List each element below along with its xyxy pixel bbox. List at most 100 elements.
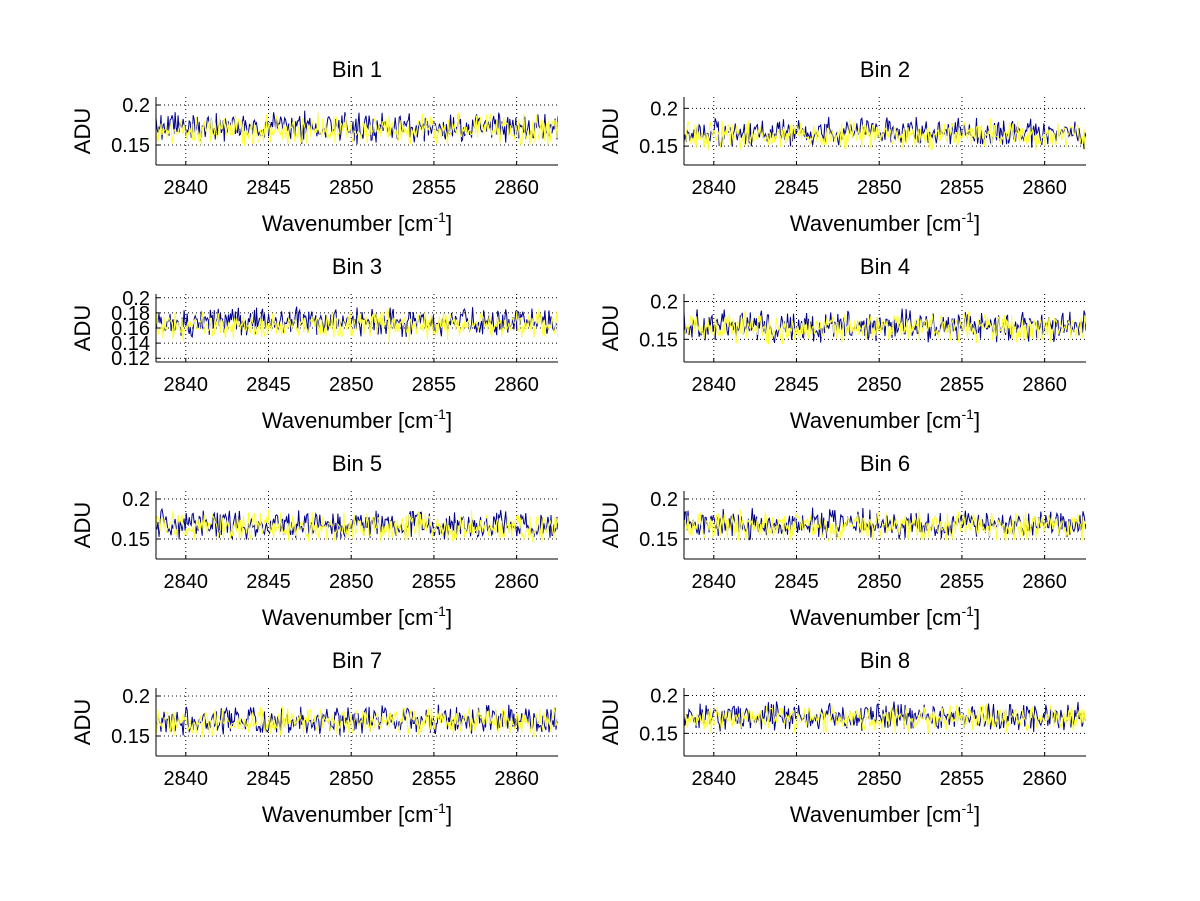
y-axis-label: ADU [598,699,623,745]
x-tick-label: 2845 [246,177,291,199]
x-tick-label: 2850 [857,374,902,396]
x-tick-label: 2860 [1022,374,1067,396]
chart-panel-4: 2840 2845 2850 2855 2860 0.15 0.2 Bin 4 ADU Waven… [598,254,1086,433]
x-tick-label: 2845 [774,571,819,593]
x-tick-label: 2860 [494,571,539,593]
x-tick-label: 2845 [246,374,291,396]
x-tick-label: 2845 [774,177,819,199]
y-axis-label: ADU [598,502,623,548]
x-tick-label: 2855 [940,177,985,199]
y-tick-label: 0.15 [639,136,678,158]
x-tick-label: 2840 [692,177,737,199]
x-axis-label: Wavenumber [cm-1] [262,603,452,630]
x-tick-label: 2850 [329,374,374,396]
x-tick-label: 2845 [246,768,291,790]
x-tick-label: 2845 [774,374,819,396]
x-tick-label: 2860 [1022,177,1067,199]
y-axis-label: ADU [70,502,95,548]
x-tick-label: 2860 [1022,768,1067,790]
y-tick-label: 0.15 [639,329,678,351]
x-tick-label: 2840 [164,177,209,199]
x-tick-label: 2850 [857,571,902,593]
y-tick-label: 0.15 [639,723,678,745]
chart-panel-3: 2840 2845 2850 2855 2860 0.120.140.160.180.2 B… [70,254,558,433]
y-tick-label: 0.16 [111,318,150,340]
y-tick-label: 0.2 [122,288,150,310]
y-tick-label: 0.12 [111,348,150,370]
y-tick-label: 0.15 [111,529,150,551]
x-tick-label: 2850 [329,768,374,790]
chart-title: Bin 7 [332,648,382,673]
x-tick-label: 2855 [412,768,457,790]
chart-panel-1: 2840 2845 2850 2855 2860 0.15 0.2 Bin 1 ADU Waven… [70,57,558,236]
x-axis-label: Wavenumber [cm-1] [790,209,980,236]
chart-title: Bin 6 [860,451,910,476]
x-axis-label: Wavenumber [cm-1] [790,603,980,630]
series-line-2 [684,509,1086,542]
y-axis-label: ADU [70,305,95,351]
y-tick-label: 0.15 [111,726,150,748]
series-line-2 [156,307,558,342]
series-line-2 [684,310,1086,345]
x-tick-label: 2840 [164,374,209,396]
y-tick-label: 0.2 [650,686,678,708]
x-tick-label: 2840 [692,374,737,396]
x-axis-label: Wavenumber [cm-1] [262,800,452,827]
y-tick-label: 0.2 [650,292,678,314]
x-tick-label: 2855 [412,374,457,396]
x-tick-label: 2850 [857,177,902,199]
chart-panel-5: 2840 2845 2850 2855 2860 0.15 0.2 Bin 5 ADU Waven… [70,451,558,630]
chart-title: Bin 3 [332,254,382,279]
y-tick-label: 0.2 [122,686,150,708]
chart-panel-6: 2840 2845 2850 2855 2860 0.15 0.2 Bin 6 ADU Waven… [598,451,1086,630]
chart-panel-7: 2840 2845 2850 2855 2860 0.15 0.2 Bin 7 ADU Waven… [70,648,558,827]
chart-title: Bin 4 [860,254,910,279]
x-tick-label: 2840 [692,768,737,790]
x-tick-label: 2840 [692,571,737,593]
y-axis-label: ADU [70,108,95,154]
x-axis-label: Wavenumber [cm-1] [262,406,452,433]
x-axis-label: Wavenumber [cm-1] [790,406,980,433]
x-tick-label: 2860 [494,177,539,199]
y-axis-label: ADU [70,699,95,745]
x-tick-label: 2850 [857,768,902,790]
series-line-2 [156,112,558,147]
x-tick-label: 2855 [940,374,985,396]
chart-panel-8: 2840 2845 2850 2855 2860 0.15 0.2 Bin 8 ADU Waven… [598,648,1086,827]
y-tick-label: 0.14 [111,333,150,355]
series-line-2 [684,118,1086,152]
x-tick-label: 2845 [246,571,291,593]
series-line-1 [684,507,1086,541]
series-line-2 [156,706,558,739]
series-line-2 [684,703,1086,734]
y-tick-label: 0.18 [111,303,150,325]
x-tick-label: 2845 [774,768,819,790]
y-tick-label: 0.2 [122,95,150,117]
x-tick-label: 2850 [329,571,374,593]
x-tick-label: 2860 [494,768,539,790]
y-tick-label: 0.15 [111,135,150,157]
y-tick-label: 0.2 [122,489,150,511]
y-axis-label: ADU [598,305,623,351]
x-tick-label: 2840 [164,768,209,790]
x-tick-label: 2855 [940,768,985,790]
x-axis-label: Wavenumber [cm-1] [262,209,452,236]
x-tick-label: 2840 [164,571,209,593]
chart-title: Bin 1 [332,57,382,82]
x-axis-label: Wavenumber [cm-1] [790,800,980,827]
y-tick-label: 0.15 [639,529,678,551]
y-tick-label: 0.2 [650,489,678,511]
y-tick-label: 0.2 [650,98,678,120]
x-tick-label: 2855 [940,571,985,593]
x-tick-label: 2855 [412,571,457,593]
series-line-2 [156,509,558,543]
x-tick-label: 2850 [329,177,374,199]
chart-title: Bin 8 [860,648,910,673]
chart-title: Bin 2 [860,57,910,82]
x-tick-label: 2860 [1022,571,1067,593]
x-tick-label: 2860 [494,374,539,396]
x-tick-label: 2855 [412,177,457,199]
chart-title: Bin 5 [332,451,382,476]
y-axis-label: ADU [598,108,623,154]
